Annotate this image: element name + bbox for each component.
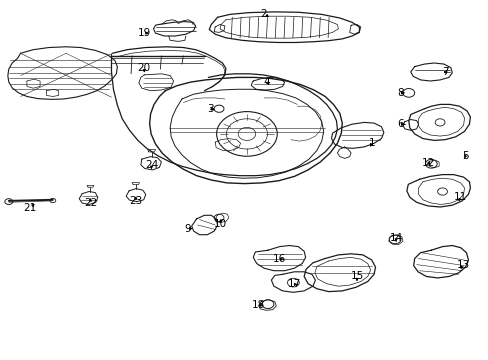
Text: 2: 2 xyxy=(260,9,267,19)
Text: 6: 6 xyxy=(397,119,404,129)
Text: 12: 12 xyxy=(421,158,434,168)
Text: 5: 5 xyxy=(461,150,468,161)
Text: 15: 15 xyxy=(349,271,363,282)
Text: 1: 1 xyxy=(367,138,374,148)
Text: 14: 14 xyxy=(388,233,402,243)
Text: 18: 18 xyxy=(251,300,264,310)
Text: 19: 19 xyxy=(137,28,151,38)
Text: 11: 11 xyxy=(453,192,467,202)
Text: 22: 22 xyxy=(83,198,97,208)
Text: 7: 7 xyxy=(441,67,447,77)
Text: 13: 13 xyxy=(456,260,469,270)
Text: 21: 21 xyxy=(23,203,37,213)
Text: 17: 17 xyxy=(287,279,301,289)
Text: 24: 24 xyxy=(144,160,158,170)
Text: 9: 9 xyxy=(184,224,191,234)
Text: 16: 16 xyxy=(272,254,286,264)
Text: 10: 10 xyxy=(213,219,226,229)
Text: 20: 20 xyxy=(138,63,150,73)
Text: 23: 23 xyxy=(129,196,142,206)
Text: 3: 3 xyxy=(206,104,213,114)
Text: 8: 8 xyxy=(397,88,404,98)
Text: 4: 4 xyxy=(263,77,269,87)
